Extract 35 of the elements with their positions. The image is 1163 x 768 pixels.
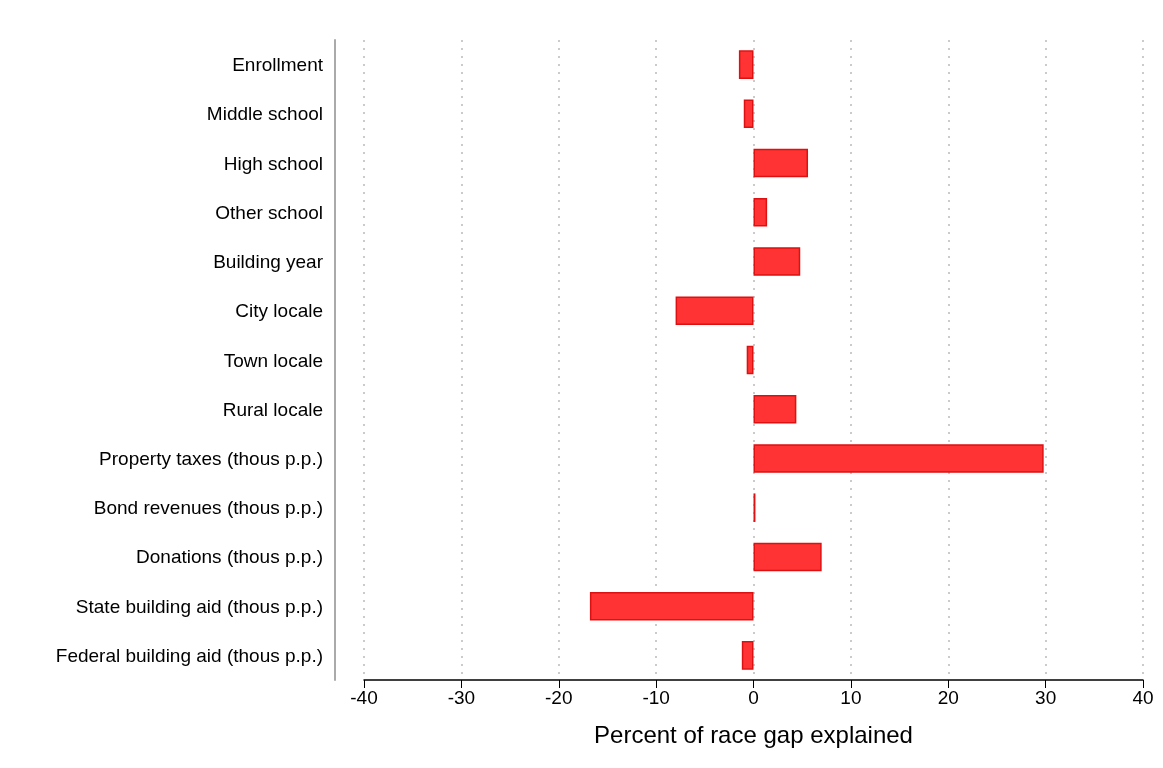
y-tick-label: City locale: [235, 300, 323, 322]
y-tick-label: Other school: [215, 201, 323, 223]
bar: [753, 394, 797, 424]
y-tick-label: Building year: [213, 251, 324, 273]
y-tick-label: State building aid (thous p.p.): [75, 595, 323, 617]
bar: [753, 444, 1044, 473]
y-tick-label: Donations (thous p.p.): [136, 546, 323, 568]
x-tick-label: 20: [937, 687, 959, 708]
bar: [753, 542, 822, 572]
bar: [753, 148, 809, 178]
x-tick-label: -40: [350, 687, 378, 708]
x-tick-label: 40: [1132, 687, 1154, 708]
y-tick-label: Town locale: [223, 349, 323, 371]
x-tick-label: 30: [1035, 687, 1057, 708]
x-tick-label: -30: [447, 687, 476, 708]
bar: [746, 345, 754, 375]
x-tick-label: 10: [840, 687, 862, 708]
bar: [743, 99, 754, 129]
y-tick-label: Property taxes (thous p.p.): [99, 447, 323, 469]
y-tick-label: High school: [223, 152, 323, 174]
x-axis-title: Percent of race gap explained: [594, 720, 913, 748]
y-tick-label: Bond revenues (thous p.p.): [93, 497, 323, 519]
y-tick-label: Middle school: [206, 103, 323, 125]
x-tick-label: -10: [642, 687, 670, 708]
bar: [741, 641, 754, 670]
y-tick-label: Enrollment: [232, 54, 324, 76]
y-tick-label: Rural locale: [222, 398, 323, 420]
y-tick-label: Federal building aid (thous p.p.): [55, 644, 323, 666]
bar: [753, 247, 801, 276]
bar: [589, 591, 754, 621]
x-tick-label: 0: [748, 687, 759, 708]
bar: [738, 50, 754, 79]
x-tick-label: -20: [545, 687, 573, 708]
bar: [675, 296, 754, 326]
bar: [753, 198, 768, 227]
